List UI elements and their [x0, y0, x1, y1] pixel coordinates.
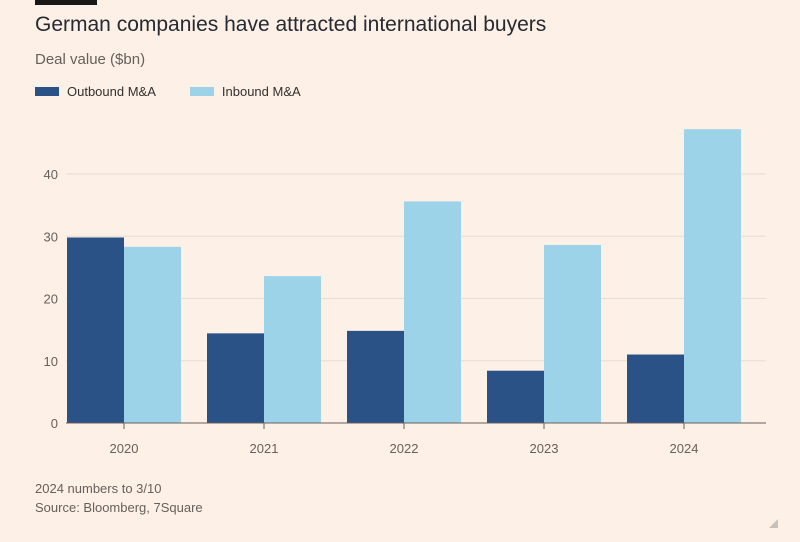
y-tick-label: 40	[44, 167, 58, 182]
bar-outbound-2022	[347, 330, 404, 423]
bar-outbound-2024	[627, 354, 684, 423]
legend: Outbound M&A Inbound M&A	[35, 84, 335, 99]
bar-inbound-2021	[264, 276, 321, 423]
x-tick-label: 2024	[670, 441, 699, 456]
x-tick-label: 2022	[390, 441, 419, 456]
legend-label-inbound: Inbound M&A	[221, 84, 301, 99]
bars	[67, 129, 741, 423]
bar-inbound-2022	[404, 201, 461, 423]
y-tick-label: 10	[44, 354, 58, 369]
legend-label-outbound: Outbound M&A	[67, 84, 156, 99]
legend-swatch-outbound	[35, 87, 59, 96]
legend-item-outbound: Outbound M&A	[35, 84, 156, 99]
chart-subtitle: Deal value ($bn)	[35, 51, 146, 68]
y-tick-label: 30	[44, 229, 58, 244]
footnote: 2024 numbers to 3/10	[35, 481, 162, 496]
bar-inbound-2023	[544, 244, 601, 423]
chart-title: German companies have attracted internat…	[35, 13, 547, 36]
x-tick-label: 2021	[250, 441, 279, 456]
bar-inbound-2024	[684, 129, 741, 423]
source-note: Source: Bloomberg, 7Square	[35, 500, 203, 515]
legend-item-inbound: Inbound M&A	[189, 84, 301, 99]
bar-inbound-2020	[124, 246, 181, 423]
brand-bar	[35, 0, 97, 5]
bar-outbound-2021	[207, 333, 264, 423]
bar-outbound-2023	[487, 370, 544, 423]
y-tick-label: 0	[51, 416, 58, 431]
legend-swatch-inbound	[189, 87, 214, 96]
axes: 0 10 20 30 40 2020 2021 2022 2023 2024	[44, 167, 766, 456]
bar-outbound-2020	[67, 237, 124, 423]
y-tick-label: 20	[44, 292, 58, 307]
x-tick-label: 2023	[530, 441, 559, 456]
x-tick-label: 2020	[110, 441, 139, 456]
resize-grip-icon[interactable]	[769, 519, 778, 528]
